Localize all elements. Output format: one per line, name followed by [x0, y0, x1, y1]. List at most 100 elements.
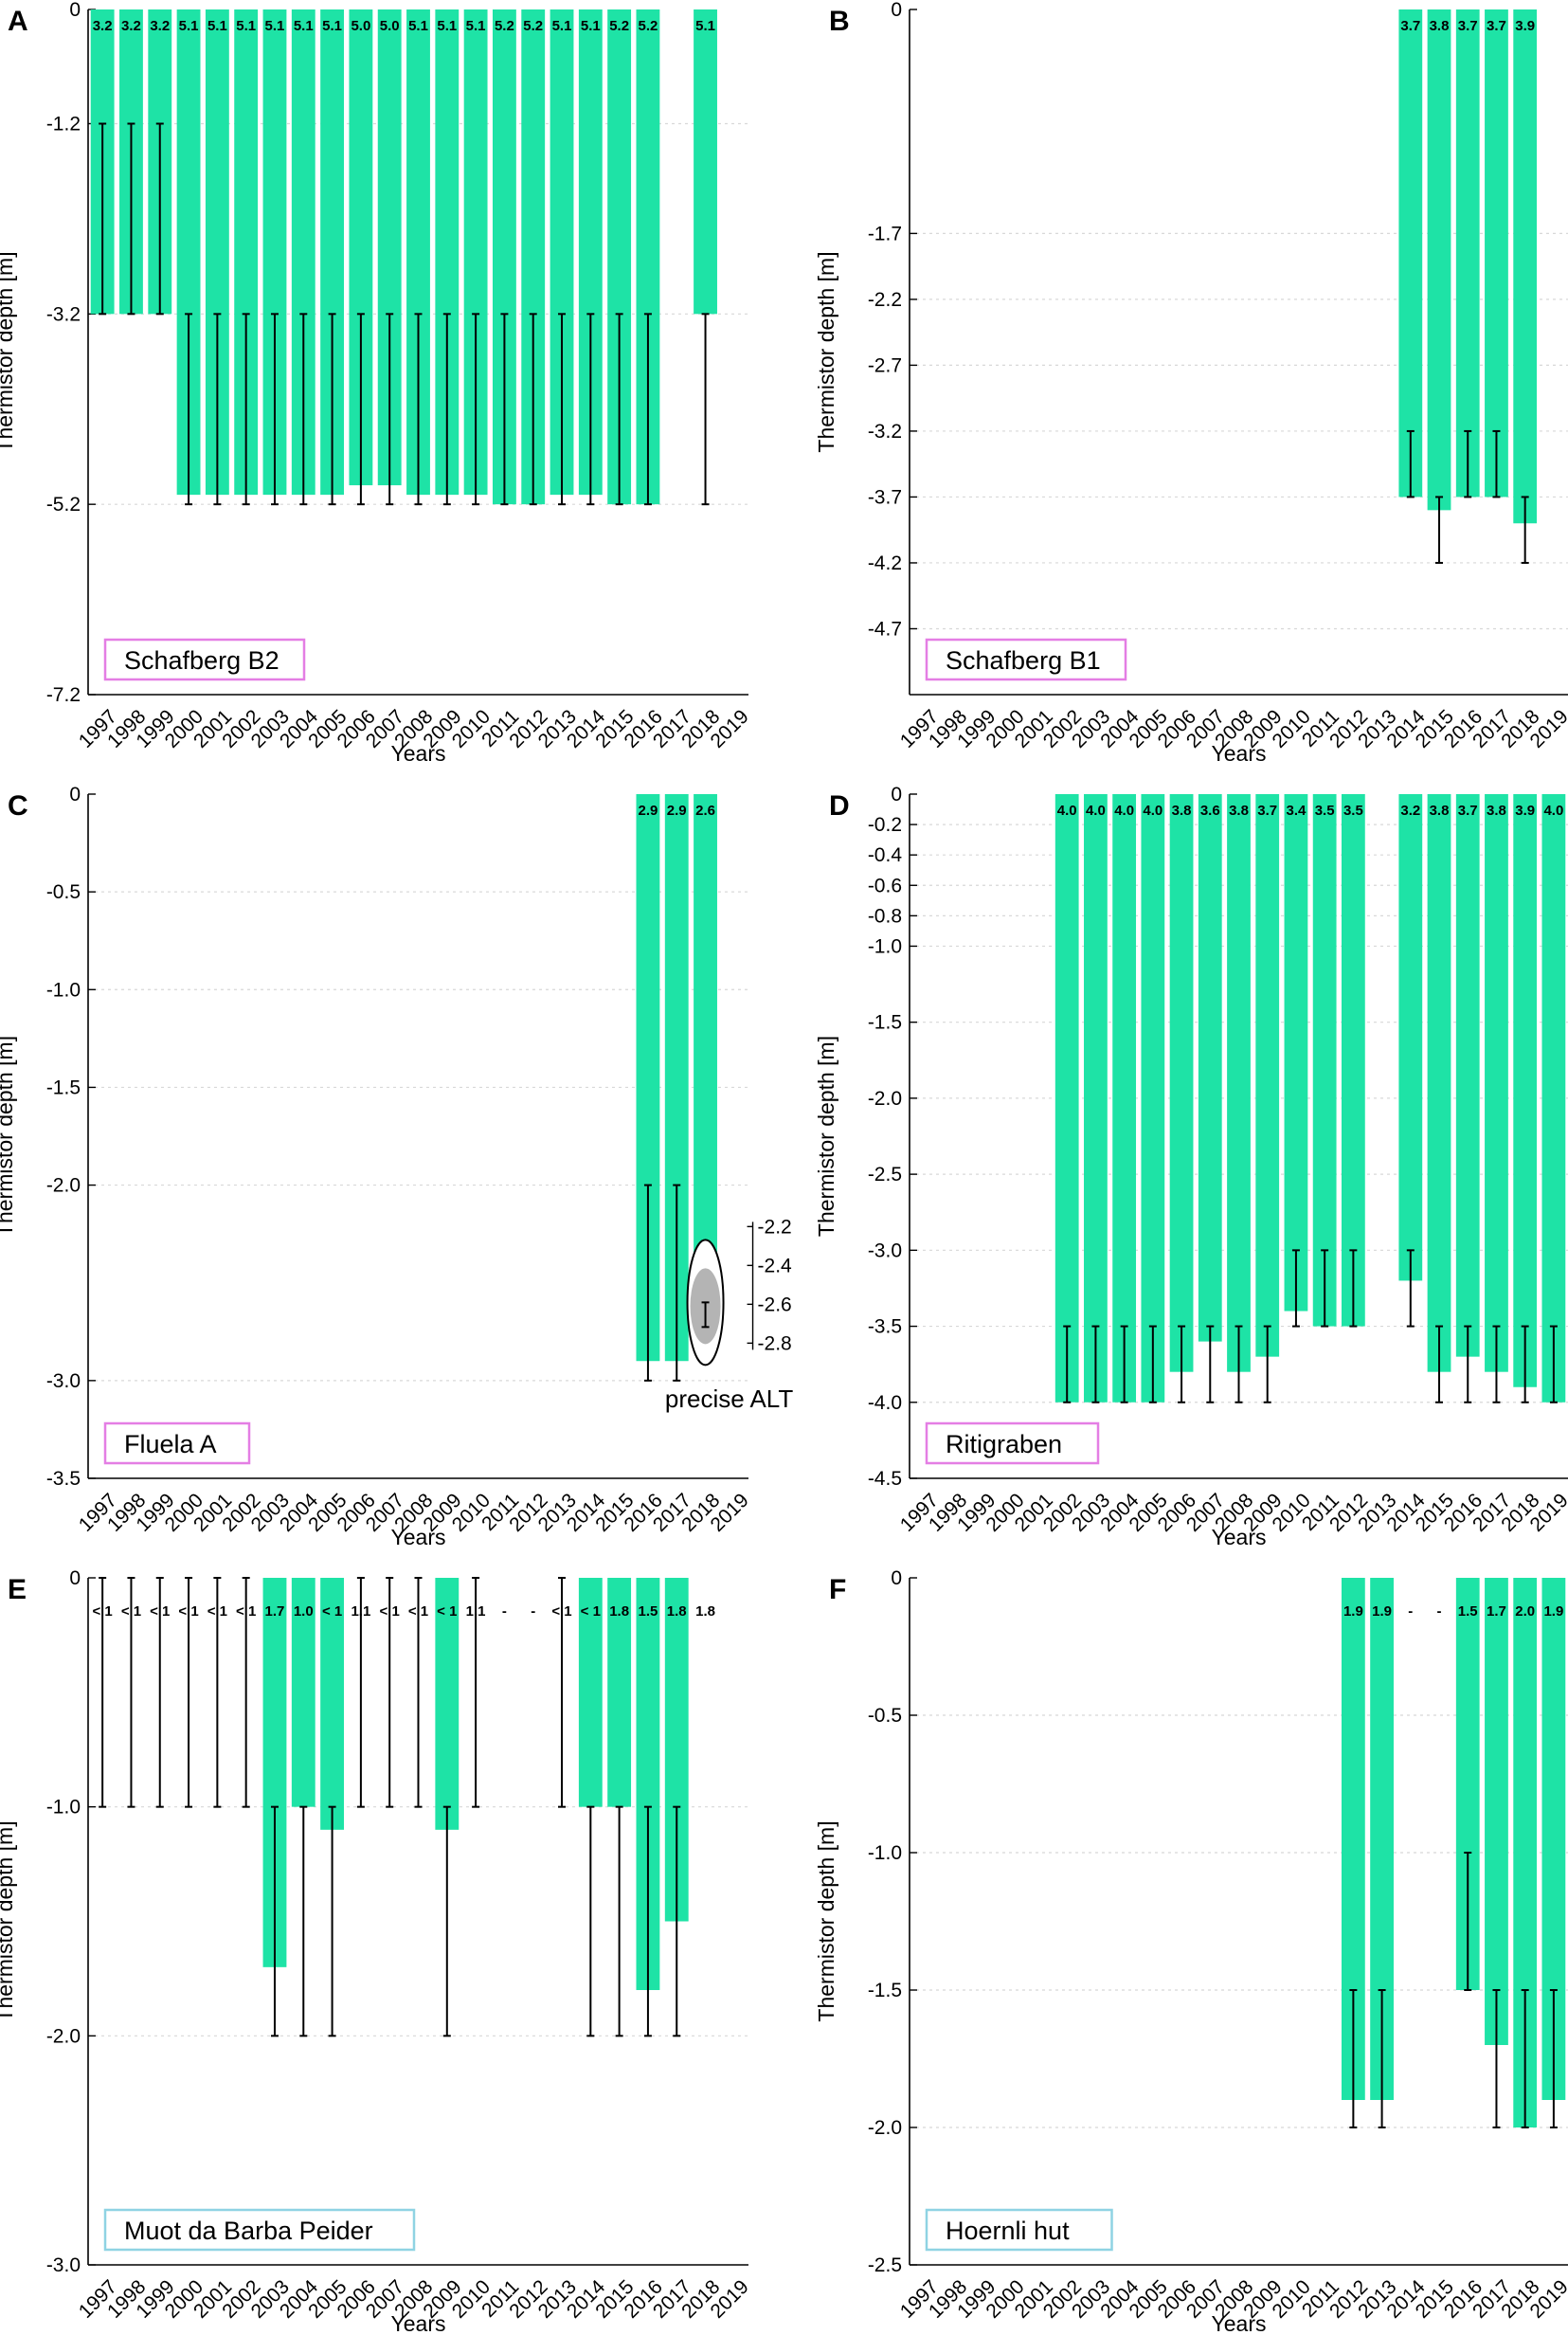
bar-value-label: 1.0	[294, 1603, 314, 1620]
bar-value-label: < 1	[408, 1603, 428, 1620]
bar-value-label: 1.8	[609, 1603, 629, 1620]
bar-value-label: 1.1	[351, 1603, 370, 1620]
bar-value-label: 2.9	[639, 803, 658, 819]
panel-a: 0 -1.2 -3.2 -5.2 -7.2 3.2 3.2 3.2 5.1 5.1 5.1 5.1 5.…	[0, 0, 753, 766]
bar-value-label: 3.8	[1430, 18, 1450, 34]
y-tick-label: 0	[891, 1567, 902, 1589]
y-tick-label: -4.0	[868, 1392, 902, 1414]
site-name: Ritigraben	[946, 1430, 1062, 1458]
bar-2014	[578, 1578, 603, 1807]
panel-d: 0 -0.2 -0.4 -0.6 -0.8 -1.0 -1.5 -2.0 -2.5 -3.0 -3.…	[814, 784, 1568, 1549]
bar-2010	[1284, 794, 1308, 1312]
y-tick-label: -4.5	[868, 1468, 902, 1490]
y-tick-label: -2.5	[868, 2254, 902, 2276]
bar-value-label: 2.9	[667, 803, 687, 819]
site-legend-box	[103, 638, 306, 681]
bar-value-label: 3.2	[1400, 803, 1420, 819]
y-tick-label: 0	[891, 784, 902, 805]
bar-2016	[1455, 9, 1480, 498]
bar-value-label: 2.6	[695, 803, 715, 819]
x-axis-title: Years	[391, 2311, 446, 2335]
x-axis-title: Years	[391, 1525, 446, 1549]
bar-value-label: 3.5	[1315, 803, 1335, 819]
bar-2003	[1084, 794, 1108, 1403]
panel-letter: A	[8, 6, 28, 37]
bar-value-label: 3.5	[1343, 803, 1363, 819]
bar-2017	[1485, 9, 1508, 498]
bar-value-label: 3.9	[1515, 18, 1535, 34]
y-axis-title: Thermistor depth [m]	[0, 251, 17, 452]
bar-value-label: 5.1	[322, 18, 342, 34]
y-tick-label: -2.0	[46, 2025, 81, 2047]
bar-value-label: 5.1	[581, 18, 601, 34]
panel-letter: E	[8, 1574, 27, 1605]
bar-2005	[1141, 794, 1165, 1403]
y-tick-label: -1.0	[868, 935, 902, 957]
y-axis-title: Thermistor depth [m]	[814, 251, 838, 452]
site-name: Muot da Barba Peider	[124, 2217, 373, 2245]
y-tick-label: -0.6	[868, 875, 902, 896]
panel-b: 0 -1.7 -2.2 -2.7 -3.2 -3.7 -4.2 -4.7 3.7 3.8 3.7 3.…	[814, 0, 1568, 766]
y-tick-label: -2.0	[46, 1175, 81, 1197]
site-legend-box	[925, 2208, 1113, 2252]
y-axis-title: Thermistor depth [m]	[814, 1036, 838, 1237]
y-tick-label: -2.2	[868, 289, 902, 311]
panel-e: 0 -1.0 -2.0 -3.0 < 1 < 1 < 1 < 1 < 1 < 1 1.7 1.0 < 1…	[0, 1567, 753, 2335]
y-tick-label: 0	[69, 0, 81, 21]
site-name: Fluela A	[124, 1430, 217, 1458]
y-tick-label: -3.0	[868, 1240, 902, 1261]
bar-value-label: 3.6	[1200, 803, 1220, 819]
x-axis-title: Years	[1212, 741, 1267, 766]
bar-value-label: 5.1	[408, 18, 428, 34]
site-name: Schafberg B1	[946, 646, 1101, 675]
bar-2009	[435, 1578, 460, 1830]
bar-value-label: 5.1	[552, 18, 572, 34]
bar-2015	[1427, 794, 1451, 1372]
y-tick-label: -1.7	[868, 223, 902, 244]
x-axis-title: Years	[1212, 2311, 1267, 2335]
bar-value-label: < 1	[93, 1603, 113, 1620]
bar-value-label: 3.8	[1487, 803, 1506, 819]
y-tick-label: -1.2	[46, 114, 81, 136]
panel-letter: D	[829, 790, 850, 822]
bar-value-label: 4.0	[1543, 803, 1563, 819]
bar-value-label: 5.2	[495, 18, 514, 34]
x-axis-title: Years	[391, 741, 446, 766]
bar-value-label: 5.0	[380, 18, 400, 34]
bar-value-label: 3.8	[1430, 803, 1450, 819]
bar-value-label: 5.1	[437, 18, 457, 34]
inset-tick-label: -2.2	[758, 1216, 792, 1238]
y-tick-label: 0	[69, 1567, 81, 1589]
bar-2005	[320, 1578, 345, 1830]
bar-value-label: 3.9	[1515, 803, 1535, 819]
bar-2014	[1398, 9, 1423, 498]
inset-tick-label: -2.8	[758, 1332, 792, 1354]
bar-value-label: < 1	[178, 1603, 198, 1620]
y-tick-label: -2.0	[868, 2117, 902, 2139]
panel-letter: F	[829, 1574, 846, 1605]
y-tick-label: -0.2	[868, 814, 902, 836]
y-tick-label: -3.5	[868, 1316, 902, 1338]
inset-note: precise ALT	[665, 1385, 793, 1413]
bar-value-label: 5.1	[207, 18, 227, 34]
bar-2008	[1227, 794, 1251, 1372]
bar-value-label: -	[531, 1603, 535, 1620]
y-axis-title: Thermistor depth [m]	[0, 1820, 17, 2021]
bar-value-label: 1.9	[1343, 1603, 1363, 1620]
bar-2002	[1054, 794, 1079, 1403]
bar-value-label: 4.0	[1086, 803, 1106, 819]
bar-2011	[1312, 794, 1337, 1327]
bar-value-label: 1.7	[1487, 1603, 1506, 1620]
y-tick-label: -0.8	[868, 905, 902, 927]
bar-value-label: 5.1	[236, 18, 256, 34]
bar-value-label: 5.1	[265, 18, 285, 34]
y-tick-label: -3.0	[46, 2254, 81, 2276]
bar-value-label: 3.7	[1487, 18, 1506, 34]
bar-value-label: < 1	[380, 1603, 400, 1620]
y-tick-label: -1.5	[868, 1980, 902, 2001]
bar-value-label: 1.7	[265, 1603, 285, 1620]
y-tick-label: -0.4	[868, 844, 903, 866]
bar-2006	[1169, 794, 1194, 1372]
y-tick-label: 0	[891, 0, 902, 21]
bar-2018	[694, 794, 717, 1303]
